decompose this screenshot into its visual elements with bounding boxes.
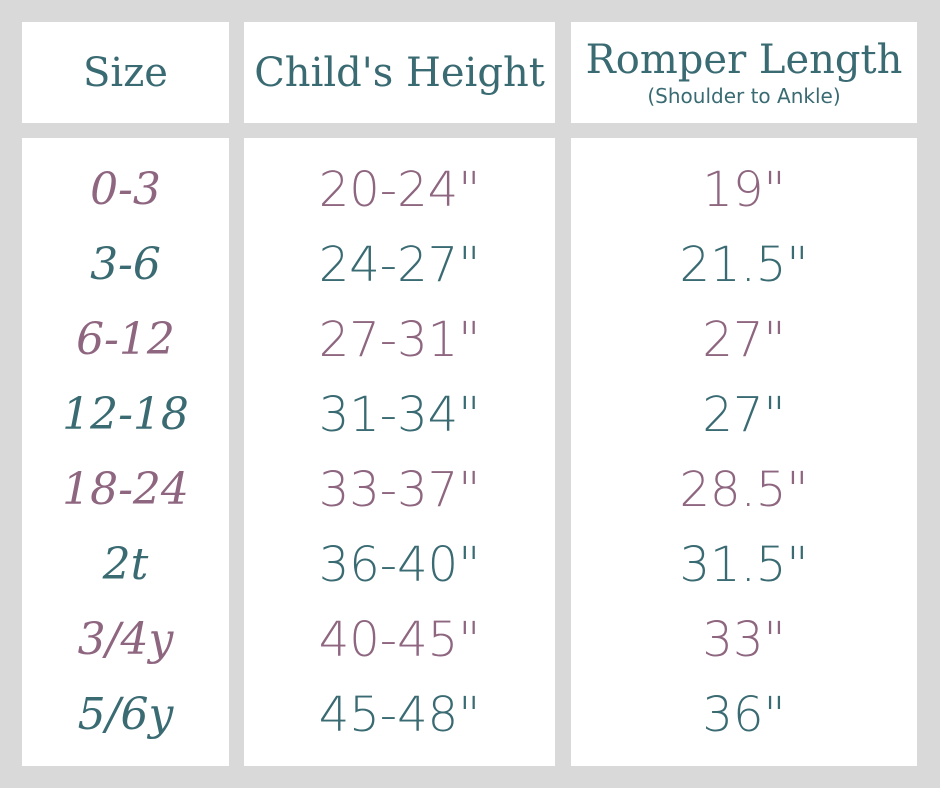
- length-cell: 36": [702, 686, 786, 743]
- header-length-label: Romper Length: [585, 36, 903, 83]
- header-length: Romper Length (Shoulder to Ankle): [571, 22, 917, 123]
- header-size: Size: [22, 22, 229, 123]
- size-cell: 3-6: [90, 239, 161, 290]
- header-length-subtitle: (Shoulder to Ankle): [647, 83, 841, 108]
- length-cell: 31.5": [679, 536, 809, 593]
- size-cell: 6-12: [76, 314, 175, 365]
- size-cell: 0-3: [90, 164, 161, 215]
- size-cell: 5/6y: [77, 689, 174, 740]
- size-cell: 18-24: [62, 464, 189, 515]
- height-cell: 20-24": [318, 161, 481, 218]
- height-cell: 27-31": [318, 311, 481, 368]
- size-cell: 12-18: [62, 389, 189, 440]
- header-size-label: Size: [83, 49, 168, 96]
- height-cell: 45-48": [318, 686, 481, 743]
- height-cell: 40-45": [318, 611, 481, 668]
- length-cell: 19": [702, 161, 786, 218]
- length-column: 19" 21.5" 27" 27" 28.5" 31.5" 33" 36": [571, 138, 917, 766]
- size-column: 0-3 3-6 6-12 12-18 18-24 2t 3/4y 5/6y: [22, 138, 229, 766]
- height-cell: 31-34": [318, 386, 481, 443]
- header-height: Child's Height: [244, 22, 555, 123]
- length-cell: 33": [702, 611, 786, 668]
- size-cell: 2t: [102, 539, 149, 590]
- height-cell: 33-37": [318, 461, 481, 518]
- height-cell: 36-40": [318, 536, 481, 593]
- height-cell: 24-27": [318, 236, 481, 293]
- height-column: 20-24" 24-27" 27-31" 31-34" 33-37" 36-40" 40-4…: [244, 138, 555, 766]
- length-cell: 21.5": [679, 236, 809, 293]
- size-cell: 3/4y: [77, 614, 174, 665]
- length-cell: 27": [702, 311, 786, 368]
- header-height-label: Child's Height: [254, 49, 545, 96]
- length-cell: 27": [702, 386, 786, 443]
- length-cell: 28.5": [679, 461, 809, 518]
